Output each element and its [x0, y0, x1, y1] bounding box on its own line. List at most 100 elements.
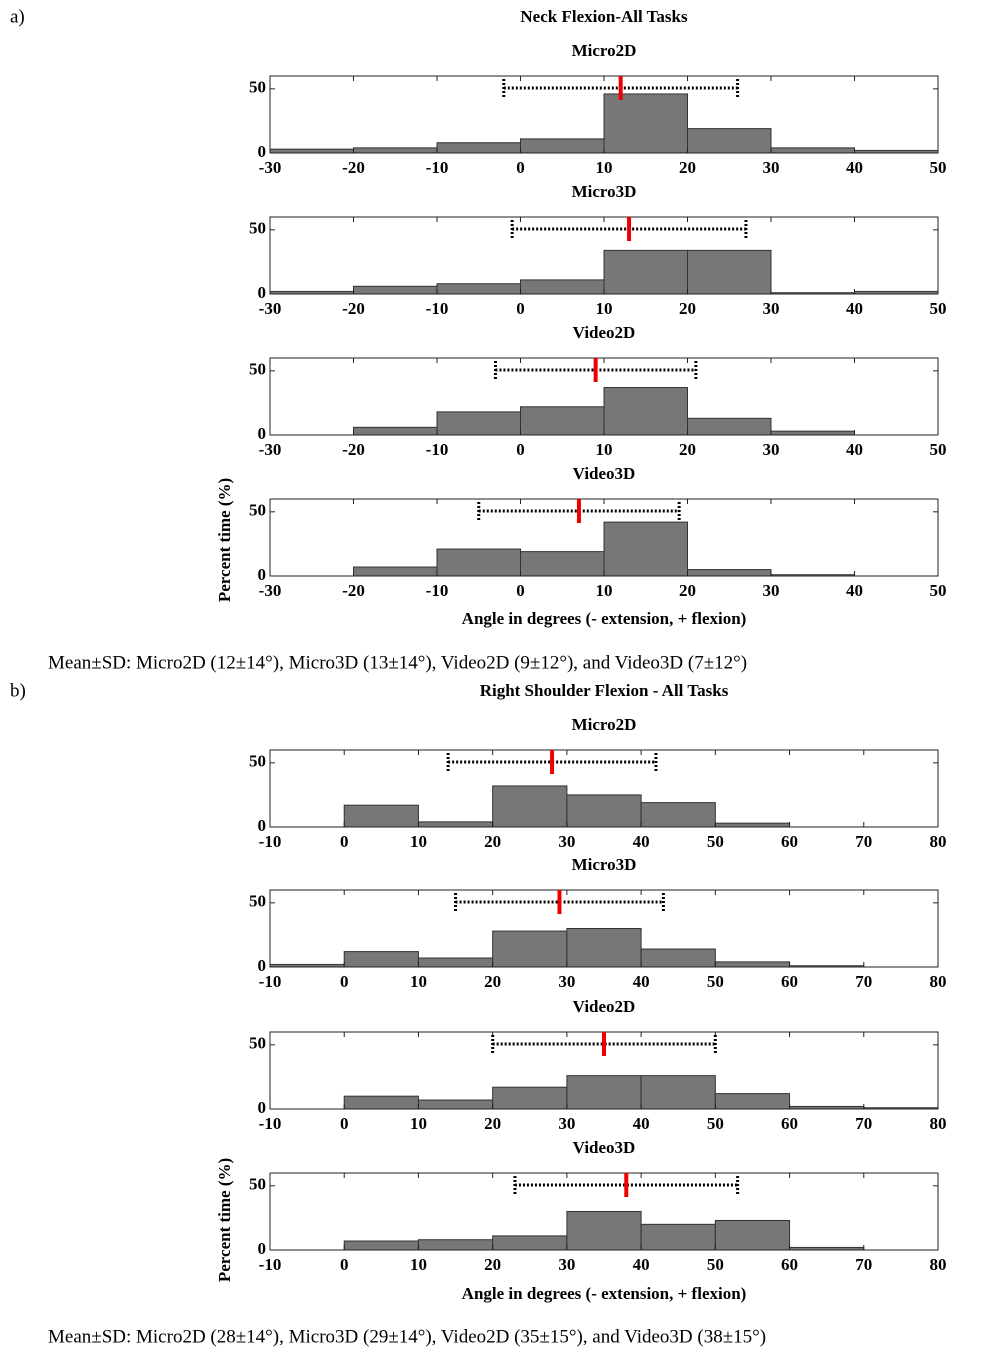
bar [436, 548, 521, 577]
y-axis-label: Percent time (%) [215, 1158, 234, 1282]
bar [492, 1235, 568, 1251]
caption: Mean±SD: Micro2D (28±14°), Micro3D (29±1… [48, 1326, 766, 1347]
bar [520, 406, 605, 436]
x-tick-label: 40 [846, 299, 863, 318]
x-tick-label: 70 [855, 832, 872, 851]
x-tick-label: 40 [633, 832, 650, 851]
y-tick-label: 0 [258, 956, 267, 975]
x-tick-label: 10 [596, 581, 613, 600]
x-tick-label: 0 [516, 440, 525, 459]
y-tick-label: 0 [258, 1239, 267, 1258]
x-tick-label: 50 [707, 1255, 724, 1274]
x-tick-label: -10 [259, 832, 282, 851]
bar [687, 249, 772, 295]
bar [353, 426, 438, 436]
bar [492, 930, 568, 968]
x-tick-label: 50 [707, 832, 724, 851]
bar [687, 569, 772, 577]
bar [566, 1075, 642, 1110]
subplot-title: Micro2D [572, 715, 637, 734]
bar [603, 249, 688, 295]
bar [417, 1239, 494, 1251]
x-tick-label: 10 [596, 158, 613, 177]
x-axis-label: Angle in degrees (- extension, + flexion… [462, 609, 747, 628]
axes-box [269, 1172, 939, 1251]
x-tick-label: 20 [679, 158, 696, 177]
axes-box [269, 889, 939, 968]
axes-box [269, 749, 939, 828]
y-tick-label: 50 [249, 219, 266, 238]
x-tick-label: -10 [426, 440, 449, 459]
bar [714, 822, 791, 828]
y-tick-label: 50 [249, 1175, 266, 1194]
x-tick-label: -10 [259, 972, 282, 991]
bar [436, 142, 521, 154]
bar [566, 928, 642, 968]
bar [714, 1219, 791, 1251]
x-tick-label: 60 [781, 1255, 798, 1274]
x-tick-label: 30 [558, 832, 575, 851]
bar [603, 521, 688, 577]
x-tick-label: 30 [558, 972, 575, 991]
x-tick-label: 0 [516, 581, 525, 600]
subplot-title: Video2D [573, 323, 636, 342]
y-axis-label: Percent time (%) [215, 478, 234, 602]
x-tick-label: 0 [516, 299, 525, 318]
bar [417, 1099, 494, 1110]
y-tick-label: 0 [258, 424, 267, 443]
x-tick-label: 50 [930, 440, 947, 459]
x-tick-label: 50 [707, 972, 724, 991]
x-tick-label: -10 [426, 158, 449, 177]
bar [417, 821, 494, 828]
bar [520, 551, 605, 577]
y-tick-label: 50 [249, 360, 266, 379]
x-tick-label: 40 [633, 972, 650, 991]
x-tick-label: 20 [484, 1114, 501, 1133]
x-tick-label: 20 [484, 1255, 501, 1274]
subplot-title: Video3D [573, 464, 636, 483]
x-tick-label: 0 [340, 1255, 349, 1274]
y-tick-label: 0 [258, 283, 267, 302]
bar [603, 387, 688, 436]
caption: Mean±SD: Micro2D (12±14°), Micro3D (13±1… [48, 652, 747, 673]
x-tick-label: -10 [426, 581, 449, 600]
x-tick-label: 40 [633, 1255, 650, 1274]
bar [640, 1223, 716, 1251]
x-tick-label: 0 [340, 972, 349, 991]
x-tick-label: -20 [342, 581, 365, 600]
panel-label: a) [10, 6, 25, 27]
subplot-title: Video3D [573, 1138, 636, 1157]
x-tick-label: -30 [259, 581, 282, 600]
x-tick-label: 70 [855, 972, 872, 991]
y-tick-label: 50 [249, 78, 266, 97]
bar [343, 804, 419, 828]
subplot-title: Micro3D [572, 855, 637, 874]
bar [520, 279, 605, 295]
subplot-title: Video2D [573, 997, 636, 1016]
bar [640, 802, 716, 828]
x-tick-label: 80 [930, 832, 947, 851]
x-tick-label: 10 [596, 440, 613, 459]
x-tick-label: 20 [679, 581, 696, 600]
x-tick-label: 20 [484, 832, 501, 851]
x-tick-label: 30 [558, 1114, 575, 1133]
x-tick-label: 10 [410, 1255, 427, 1274]
bar [343, 1240, 419, 1251]
x-tick-label: -20 [342, 299, 365, 318]
x-tick-label: 80 [930, 1255, 947, 1274]
panel-title: Right Shoulder Flexion - All Tasks [480, 681, 729, 700]
bar [343, 1095, 419, 1110]
x-tick-label: -30 [259, 440, 282, 459]
x-tick-label: 20 [679, 299, 696, 318]
bar [436, 411, 521, 436]
x-tick-label: -10 [259, 1255, 282, 1274]
bar [353, 285, 438, 295]
subplot-title: Micro3D [572, 182, 637, 201]
x-tick-label: 30 [558, 1255, 575, 1274]
bar [492, 1086, 568, 1110]
x-tick-label: 50 [930, 581, 947, 600]
x-tick-label: -20 [342, 158, 365, 177]
y-tick-label: 0 [258, 816, 267, 835]
y-tick-label: 50 [249, 752, 266, 771]
